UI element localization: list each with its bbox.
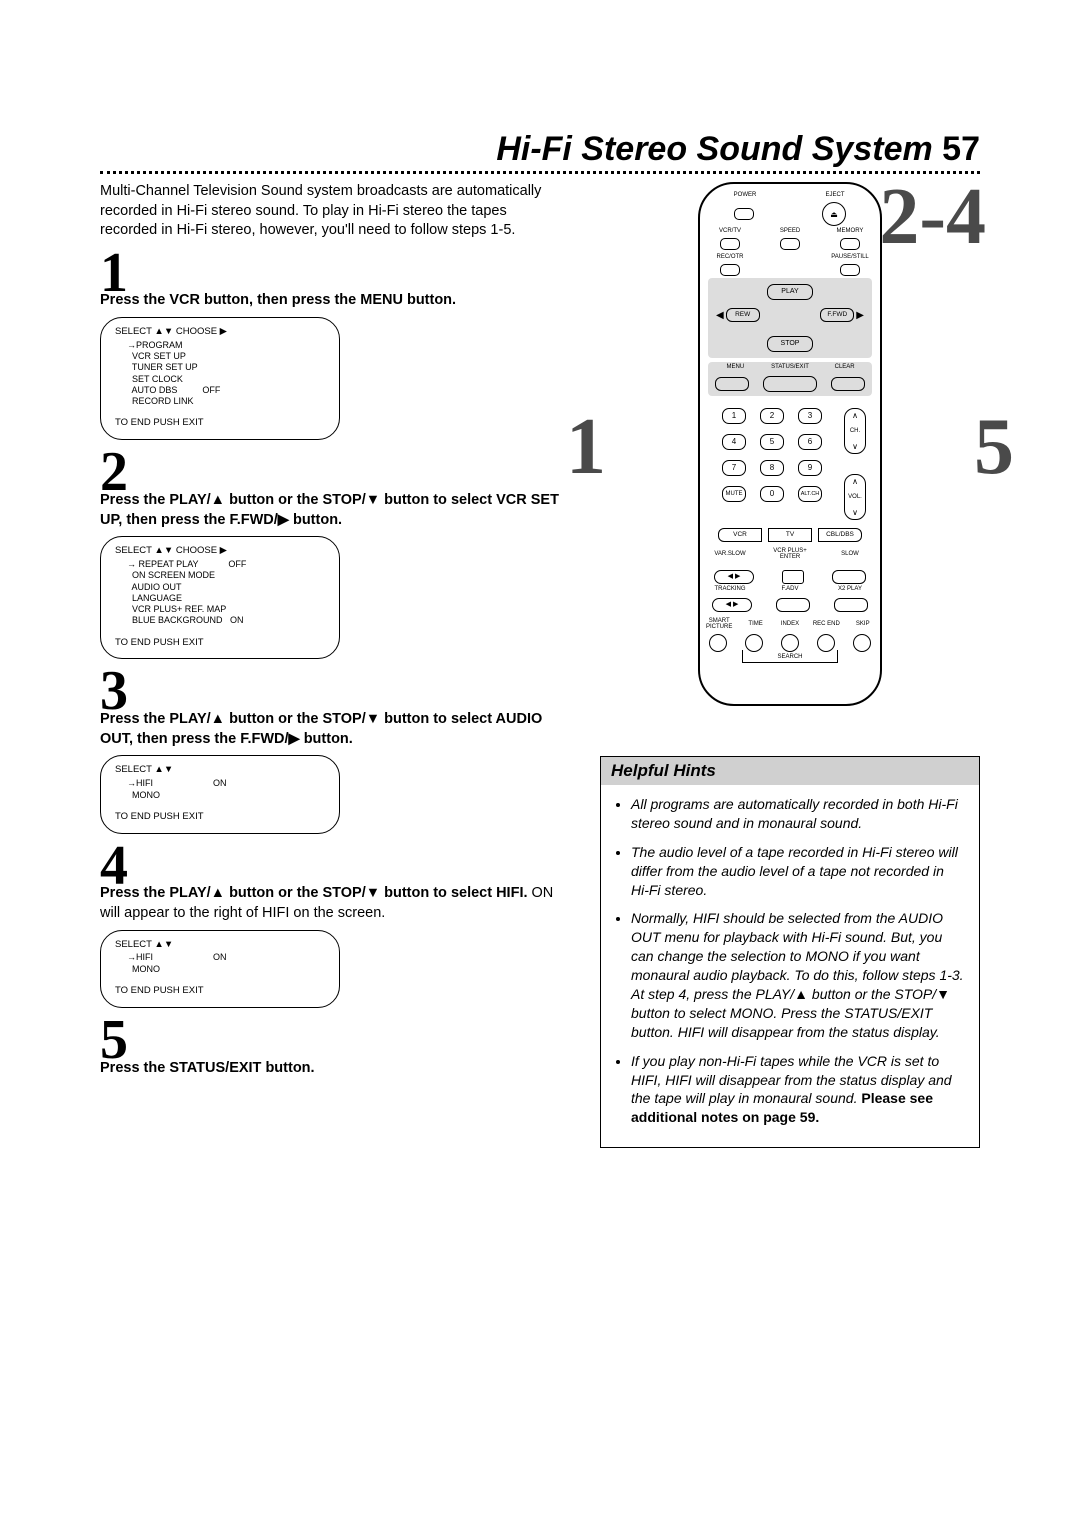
hint-3: Normally, HIFI should be selected from t…	[631, 909, 965, 1041]
step-4-text: Press the PLAY/▲ button or the STOP/▼ bu…	[100, 884, 560, 923]
hint-2: The audio level of a tape recorded in Hi…	[631, 843, 965, 900]
play-button: PLAY	[767, 284, 813, 300]
step-2-number: 2	[100, 450, 560, 495]
osd-screen-4: SELECT ▲▼ →HIFI ON MONO TO END PUSH EXIT	[100, 930, 340, 1008]
power-button	[734, 208, 754, 220]
callout-1: 1	[566, 402, 606, 493]
osd-screen-3: SELECT ▲▼ →HIFI ON MONO TO END PUSH EXIT	[100, 755, 340, 833]
vol-rocker: ∧VOL.∨	[844, 474, 866, 520]
highlight-transport: PLAY ◀REW F.FWD▶ STOP	[708, 278, 872, 358]
source-switch: VCR TV CBL/DBS	[718, 528, 862, 542]
step-2-text: Press the PLAY/▲ button or the STOP/▼ bu…	[100, 491, 560, 530]
highlight-menu: MENU STATUS/EXIT CLEAR	[708, 362, 872, 396]
intro-text: Multi-Channel Television Sound system br…	[100, 182, 560, 241]
osd-screen-2: SELECT ▲▼ CHOOSE ▶ → REPEAT PLAY OFF ON …	[100, 536, 340, 659]
numpad: 123 456 789 MUTE0ALT.CH	[722, 408, 822, 502]
page-title: Hi-Fi Stereo Sound System 57	[100, 130, 980, 169]
stop-button: STOP	[767, 336, 813, 352]
ch-rocker: ∧CH.∨	[844, 408, 866, 454]
hints-header: Helpful Hints	[601, 757, 979, 785]
step-5-number: 5	[100, 1018, 560, 1063]
osd-screen-1: SELECT ▲▼ CHOOSE ▶ →PROGRAM VCR SET UP T…	[100, 317, 340, 440]
page-number: 57	[942, 130, 980, 168]
step-4-number: 4	[100, 844, 560, 889]
step-1-number: 1	[100, 251, 560, 296]
callout-5: 5	[974, 402, 1014, 493]
step-3-text: Press the PLAY/▲ button or the STOP/▼ bu…	[100, 710, 560, 749]
remote-diagram: POWER EJECT ⏏ VCR/TV SPEED MEMORY	[680, 182, 900, 706]
step-3-number: 3	[100, 669, 560, 714]
hint-4: If you play non-Hi-Fi tapes while the VC…	[631, 1052, 965, 1128]
eject-button: ⏏	[822, 202, 846, 226]
step-5-text: Press the STATUS/EXIT button.	[100, 1059, 560, 1079]
step-1-text: Press the VCR button, then press the MEN…	[100, 291, 560, 311]
helpful-hints-box: Helpful Hints All programs are automatic…	[600, 756, 980, 1148]
divider	[100, 171, 980, 174]
hint-1: All programs are automatically recorded …	[631, 795, 965, 833]
